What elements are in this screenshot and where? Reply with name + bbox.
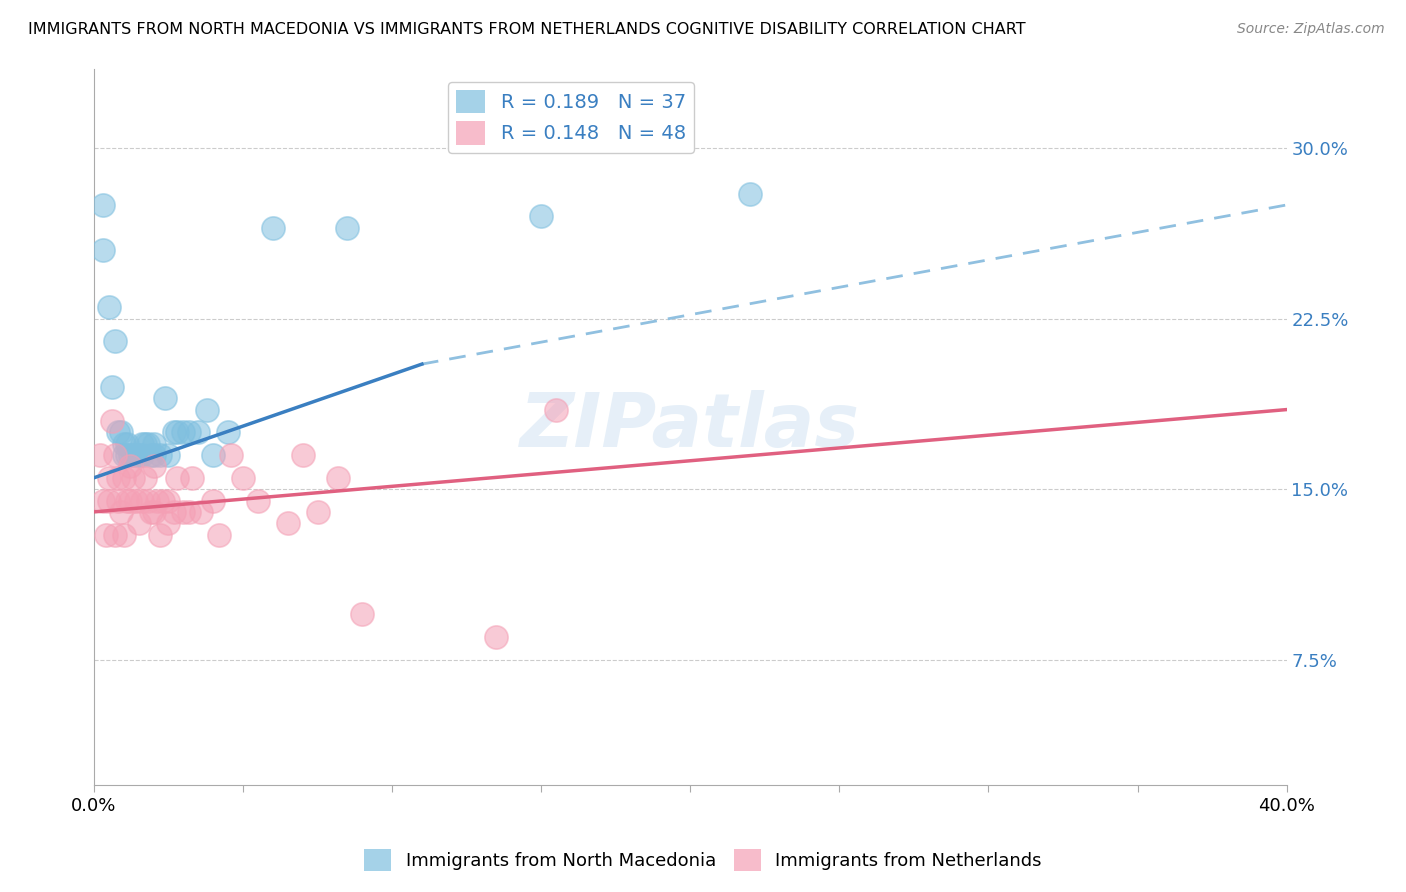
- Point: [208, 527, 231, 541]
- Point: [142, 436, 165, 450]
- Legend: R = 0.189   N = 37, R = 0.148   N = 48: R = 0.189 N = 37, R = 0.148 N = 48: [449, 82, 693, 153]
- Point: [181, 471, 204, 485]
- Point: [94, 527, 117, 541]
- Point: [134, 471, 156, 485]
- Point: [172, 425, 194, 440]
- Point: [112, 448, 135, 462]
- Point: [91, 493, 114, 508]
- Point: [97, 471, 120, 485]
- Point: [142, 459, 165, 474]
- Point: [118, 493, 141, 508]
- Point: [89, 448, 111, 462]
- Point: [136, 493, 159, 508]
- Point: [157, 448, 180, 462]
- Point: [166, 471, 188, 485]
- Point: [172, 505, 194, 519]
- Point: [112, 436, 135, 450]
- Point: [277, 516, 299, 531]
- Point: [328, 471, 350, 485]
- Point: [115, 493, 138, 508]
- Point: [124, 448, 146, 462]
- Point: [291, 448, 314, 462]
- Point: [124, 493, 146, 508]
- Text: IMMIGRANTS FROM NORTH MACEDONIA VS IMMIGRANTS FROM NETHERLANDS COGNITIVE DISABIL: IMMIGRANTS FROM NORTH MACEDONIA VS IMMIG…: [28, 22, 1026, 37]
- Point: [232, 471, 254, 485]
- Point: [148, 448, 170, 462]
- Point: [142, 448, 165, 462]
- Point: [139, 505, 162, 519]
- Point: [112, 527, 135, 541]
- Point: [110, 505, 132, 519]
- Point: [179, 425, 201, 440]
- Point: [107, 471, 129, 485]
- Point: [101, 414, 124, 428]
- Point: [97, 493, 120, 508]
- Point: [118, 459, 141, 474]
- Point: [246, 493, 269, 508]
- Point: [157, 493, 180, 508]
- Point: [112, 471, 135, 485]
- Point: [131, 493, 153, 508]
- Text: Source: ZipAtlas.com: Source: ZipAtlas.com: [1237, 22, 1385, 37]
- Point: [352, 607, 374, 622]
- Point: [262, 220, 284, 235]
- Point: [166, 425, 188, 440]
- Point: [485, 630, 508, 644]
- Point: [148, 527, 170, 541]
- Point: [91, 244, 114, 258]
- Point: [97, 300, 120, 314]
- Point: [152, 493, 174, 508]
- Point: [530, 210, 553, 224]
- Point: [187, 425, 209, 440]
- Point: [115, 436, 138, 450]
- Point: [110, 425, 132, 440]
- Point: [128, 516, 150, 531]
- Point: [738, 186, 761, 201]
- Point: [104, 527, 127, 541]
- Point: [307, 505, 329, 519]
- Point: [101, 380, 124, 394]
- Point: [128, 448, 150, 462]
- Point: [219, 448, 242, 462]
- Point: [195, 402, 218, 417]
- Point: [104, 334, 127, 349]
- Point: [134, 436, 156, 450]
- Point: [190, 505, 212, 519]
- Point: [202, 448, 225, 462]
- Point: [546, 402, 568, 417]
- Point: [131, 436, 153, 450]
- Legend: Immigrants from North Macedonia, Immigrants from Netherlands: Immigrants from North Macedonia, Immigra…: [357, 842, 1049, 879]
- Point: [157, 516, 180, 531]
- Point: [163, 425, 186, 440]
- Point: [163, 505, 186, 519]
- Point: [91, 198, 114, 212]
- Point: [136, 436, 159, 450]
- Point: [121, 448, 143, 462]
- Point: [115, 448, 138, 462]
- Point: [179, 505, 201, 519]
- Point: [336, 220, 359, 235]
- Point: [142, 505, 165, 519]
- Point: [202, 493, 225, 508]
- Point: [121, 471, 143, 485]
- Point: [118, 448, 141, 462]
- Point: [217, 425, 239, 440]
- Text: ZIPatlas: ZIPatlas: [520, 390, 860, 463]
- Point: [107, 425, 129, 440]
- Point: [145, 493, 167, 508]
- Point: [139, 448, 162, 462]
- Point: [131, 448, 153, 462]
- Point: [104, 448, 127, 462]
- Point: [155, 391, 177, 405]
- Point: [107, 493, 129, 508]
